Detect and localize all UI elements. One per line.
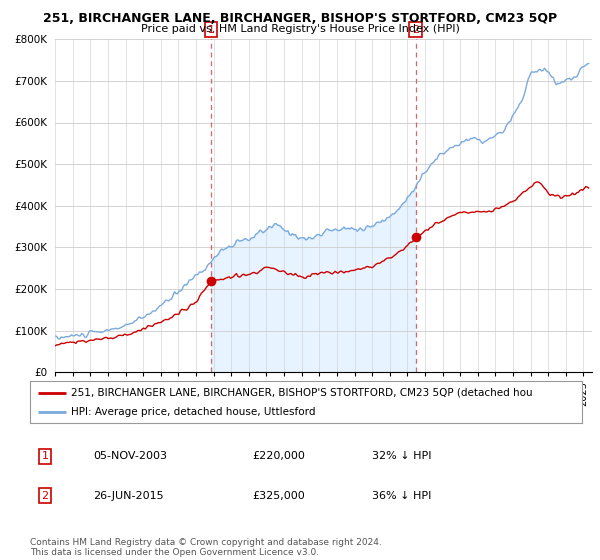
Text: 05-NOV-2003: 05-NOV-2003 <box>93 451 167 461</box>
Text: £220,000: £220,000 <box>252 451 305 461</box>
Text: £325,000: £325,000 <box>252 491 305 501</box>
Text: 2: 2 <box>41 491 49 501</box>
Text: 1: 1 <box>208 25 215 35</box>
Text: 251, BIRCHANGER LANE, BIRCHANGER, BISHOP'S STORTFORD, CM23 5QP (detached hou: 251, BIRCHANGER LANE, BIRCHANGER, BISHOP… <box>71 388 533 398</box>
Text: Price paid vs. HM Land Registry's House Price Index (HPI): Price paid vs. HM Land Registry's House … <box>140 24 460 34</box>
Text: 32% ↓ HPI: 32% ↓ HPI <box>372 451 431 461</box>
Text: 1: 1 <box>41 451 49 461</box>
Text: HPI: Average price, detached house, Uttlesford: HPI: Average price, detached house, Uttl… <box>71 407 316 417</box>
Text: 36% ↓ HPI: 36% ↓ HPI <box>372 491 431 501</box>
Text: 26-JUN-2015: 26-JUN-2015 <box>93 491 164 501</box>
Text: Contains HM Land Registry data © Crown copyright and database right 2024.
This d: Contains HM Land Registry data © Crown c… <box>30 538 382 557</box>
Text: 251, BIRCHANGER LANE, BIRCHANGER, BISHOP'S STORTFORD, CM23 5QP: 251, BIRCHANGER LANE, BIRCHANGER, BISHOP… <box>43 12 557 25</box>
Text: 2: 2 <box>412 25 419 35</box>
